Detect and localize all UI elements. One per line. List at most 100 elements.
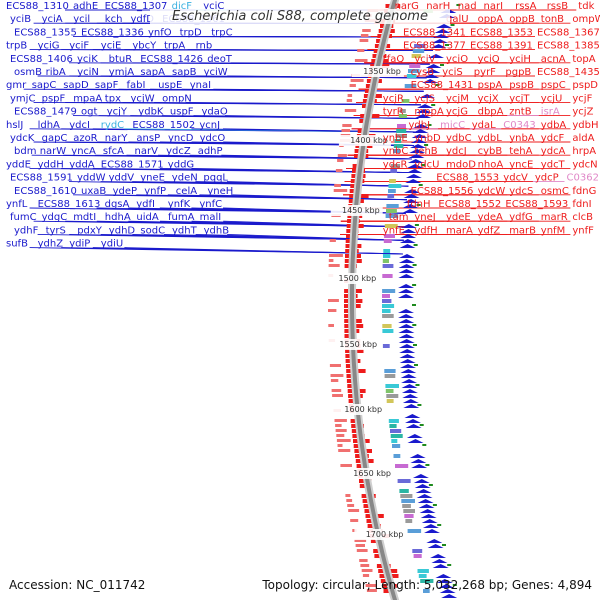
gene-label[interactable]: ydfI <box>136 199 155 210</box>
gene-label[interactable]: ydbC <box>446 133 472 144</box>
gene-label[interactable]: fdnI <box>572 199 591 210</box>
gene-label[interactable]: ydfD <box>131 14 155 25</box>
gene-label[interactable]: oppB <box>509 14 535 25</box>
gene-label[interactable]: pdxY <box>77 225 103 236</box>
gene-label[interactable]: ynfF <box>572 225 594 236</box>
gene-label[interactable]: rssA <box>515 1 537 12</box>
gene-label[interactable]: aldA <box>572 133 594 144</box>
gene-label[interactable]: ydcK <box>10 133 35 144</box>
gene-label[interactable]: ycjF <box>572 93 592 104</box>
gene-label[interactable]: uidA <box>136 212 158 223</box>
gene-label[interactable]: oppA <box>478 14 504 25</box>
gene-label[interactable]: ydcS <box>509 186 533 197</box>
gene-label[interactable]: gmr <box>6 80 27 91</box>
gene-label[interactable]: pspC <box>541 80 566 91</box>
gene-label[interactable]: rnb <box>196 41 213 52</box>
gene-labels[interactable]: ECS88_1310 adhE ECS88_1307 dicF yciC yciB yciA… <box>6 1 600 250</box>
gene-label[interactable]: hrpA <box>572 146 596 157</box>
gene-label[interactable]: ydhF <box>14 225 39 236</box>
gene-label[interactable]: topA <box>572 54 595 65</box>
gene-label[interactable]: ECS88_1310 <box>6 1 69 12</box>
gene-label[interactable]: trpB <box>6 41 27 52</box>
gene-label[interactable]: ybcY <box>132 41 157 52</box>
gene-label[interactable]: ycjR <box>383 93 404 104</box>
gene-label[interactable]: pgpB <box>505 67 531 78</box>
gene-label[interactable]: sapC <box>32 80 57 91</box>
gene-label[interactable]: ECS88_1406 <box>10 54 73 65</box>
gene-label[interactable]: yncA <box>71 146 96 157</box>
gene-label[interactable]: ycjY <box>107 107 128 118</box>
gene-label[interactable]: ydbA <box>541 120 567 131</box>
gene-label[interactable]: ynfO <box>148 27 172 38</box>
gene-label[interactable]: ycil <box>73 14 90 25</box>
gene-label[interactable]: ycnJ <box>199 120 220 131</box>
gene-label[interactable]: tdk <box>578 1 594 12</box>
gene-label[interactable]: trpC <box>211 27 232 38</box>
gene-label[interactable]: ynfL <box>6 199 28 210</box>
gene-label[interactable]: yncD <box>168 133 194 144</box>
gene-label[interactable]: pqqL <box>203 173 228 184</box>
gene-label[interactable]: tfaQ <box>383 54 405 65</box>
gene-label[interactable]: yciB <box>10 14 31 25</box>
gene-label[interactable]: ydcJ <box>446 146 467 157</box>
gene-label[interactable]: ydcV <box>503 173 528 184</box>
gene-label[interactable]: uxaB <box>81 186 106 197</box>
gene-label[interactable]: ydgC <box>42 212 68 223</box>
gene-label[interactable]: pspA <box>478 80 503 91</box>
gene-label[interactable]: dicF <box>172 1 193 12</box>
gene-label[interactable]: cysB <box>411 67 435 78</box>
gene-label[interactable]: yneH <box>207 186 233 197</box>
gene-label[interactable]: galU <box>446 14 469 25</box>
gene-label[interactable]: yncE <box>509 159 533 170</box>
gene-label[interactable]: ynbE <box>383 133 408 144</box>
gene-label[interactable]: ynfC <box>199 199 222 210</box>
gene-label[interactable]: yciG <box>38 41 60 52</box>
gene-label[interactable]: pspD <box>572 80 598 91</box>
gene-label[interactable]: ydcR <box>383 159 408 170</box>
gene-label[interactable]: narY <box>105 133 129 144</box>
gene-label[interactable]: tehB <box>414 146 437 157</box>
gene-label[interactable]: ydcN <box>572 159 597 170</box>
gene-label[interactable]: ydaO <box>202 107 228 118</box>
gene-label[interactable]: fdnH <box>407 199 431 210</box>
gene-label[interactable]: ynfP <box>144 186 166 197</box>
gene-label[interactable]: ECS88_1552 <box>438 199 501 210</box>
gene-label[interactable]: sfcA <box>103 146 124 157</box>
gene-label[interactable]: ompN <box>162 93 192 104</box>
gene-label[interactable]: isrA <box>541 107 560 118</box>
gene-label[interactable]: ECS88_1571 <box>101 159 164 170</box>
gene-label[interactable]: sapA <box>140 67 165 78</box>
gene-label[interactable]: fumC <box>10 212 37 223</box>
gene-label[interactable]: tonB <box>541 14 564 25</box>
gene-label[interactable]: ECS88_1385 <box>537 41 600 52</box>
gene-label[interactable]: yciS <box>442 67 463 78</box>
gene-label[interactable]: uspE <box>158 80 182 91</box>
gene-label[interactable]: cybB <box>478 146 503 157</box>
gene-label[interactable]: marA <box>446 225 473 236</box>
gene-label[interactable]: ydfH <box>414 225 437 236</box>
gene-label[interactable]: kch <box>105 14 123 25</box>
gene-label[interactable]: tyrR <box>383 107 404 118</box>
gene-label[interactable]: pspB <box>509 80 534 91</box>
gene-label[interactable]: ldhA <box>38 120 60 131</box>
gene-label[interactable]: tehA <box>509 146 532 157</box>
gene-label[interactable]: ydbJ <box>409 120 431 131</box>
gene-label[interactable]: ECS88_1435 <box>537 67 600 78</box>
gene-label[interactable]: ydhZ <box>38 239 64 250</box>
gene-label[interactable]: yciA <box>42 14 63 25</box>
gene-label[interactable]: ydfZ <box>478 225 501 236</box>
gene-label[interactable]: ECS88_1353 <box>470 27 533 38</box>
gene-label[interactable]: zntB <box>509 107 532 118</box>
gene-label[interactable]: uspF <box>170 107 194 118</box>
gene-label[interactable]: yneE <box>140 173 165 184</box>
gene-label[interactable]: sodC <box>140 225 165 236</box>
gene-label[interactable]: ydcF <box>541 133 565 144</box>
gene-label[interactable]: tam <box>389 212 409 223</box>
gene-label[interactable]: ynbC <box>383 146 409 157</box>
gene-label[interactable]: sapD <box>63 80 89 91</box>
gene-label[interactable]: btuR <box>109 54 133 65</box>
gene-label[interactable]: ydaL <box>472 120 496 131</box>
gene-label[interactable]: clcB <box>572 212 593 223</box>
gene-label[interactable]: ECS88_1556 <box>411 186 474 197</box>
gene-label[interactable]: adhP <box>198 146 223 157</box>
